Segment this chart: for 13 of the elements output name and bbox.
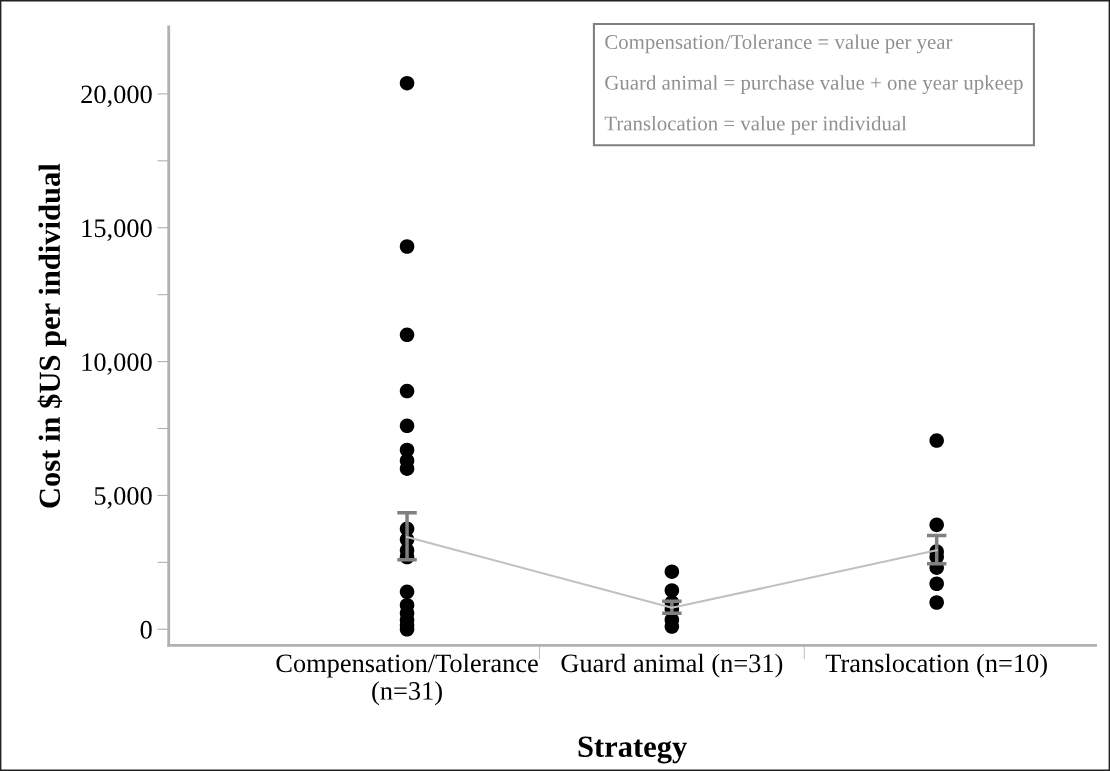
annotation: Translocation = value per individual [604,115,907,135]
y-tick-label: 5,000 [94,487,152,509]
x-tick-label: Guard animal (n=31) [561,653,783,678]
x-tick-label: Translocation (n=10) [825,653,1047,678]
x-tick-label: Compensation/Tolerance (n=31) [276,653,538,706]
annotation: Compensation/Tolerance = value per year [605,34,953,54]
x-axis-title: Strategy [578,736,687,764]
y-tick-label: 15,000 [82,219,152,241]
y-axis-title: Cost in $US per individual [37,163,67,508]
annotation: Guard animal = purchase value + one year upkeep [605,75,1023,95]
y-tick-label: 0 [140,620,152,639]
y-tick-label: 20,000 [81,85,152,108]
y-tick-label: 10,000 [82,353,152,375]
